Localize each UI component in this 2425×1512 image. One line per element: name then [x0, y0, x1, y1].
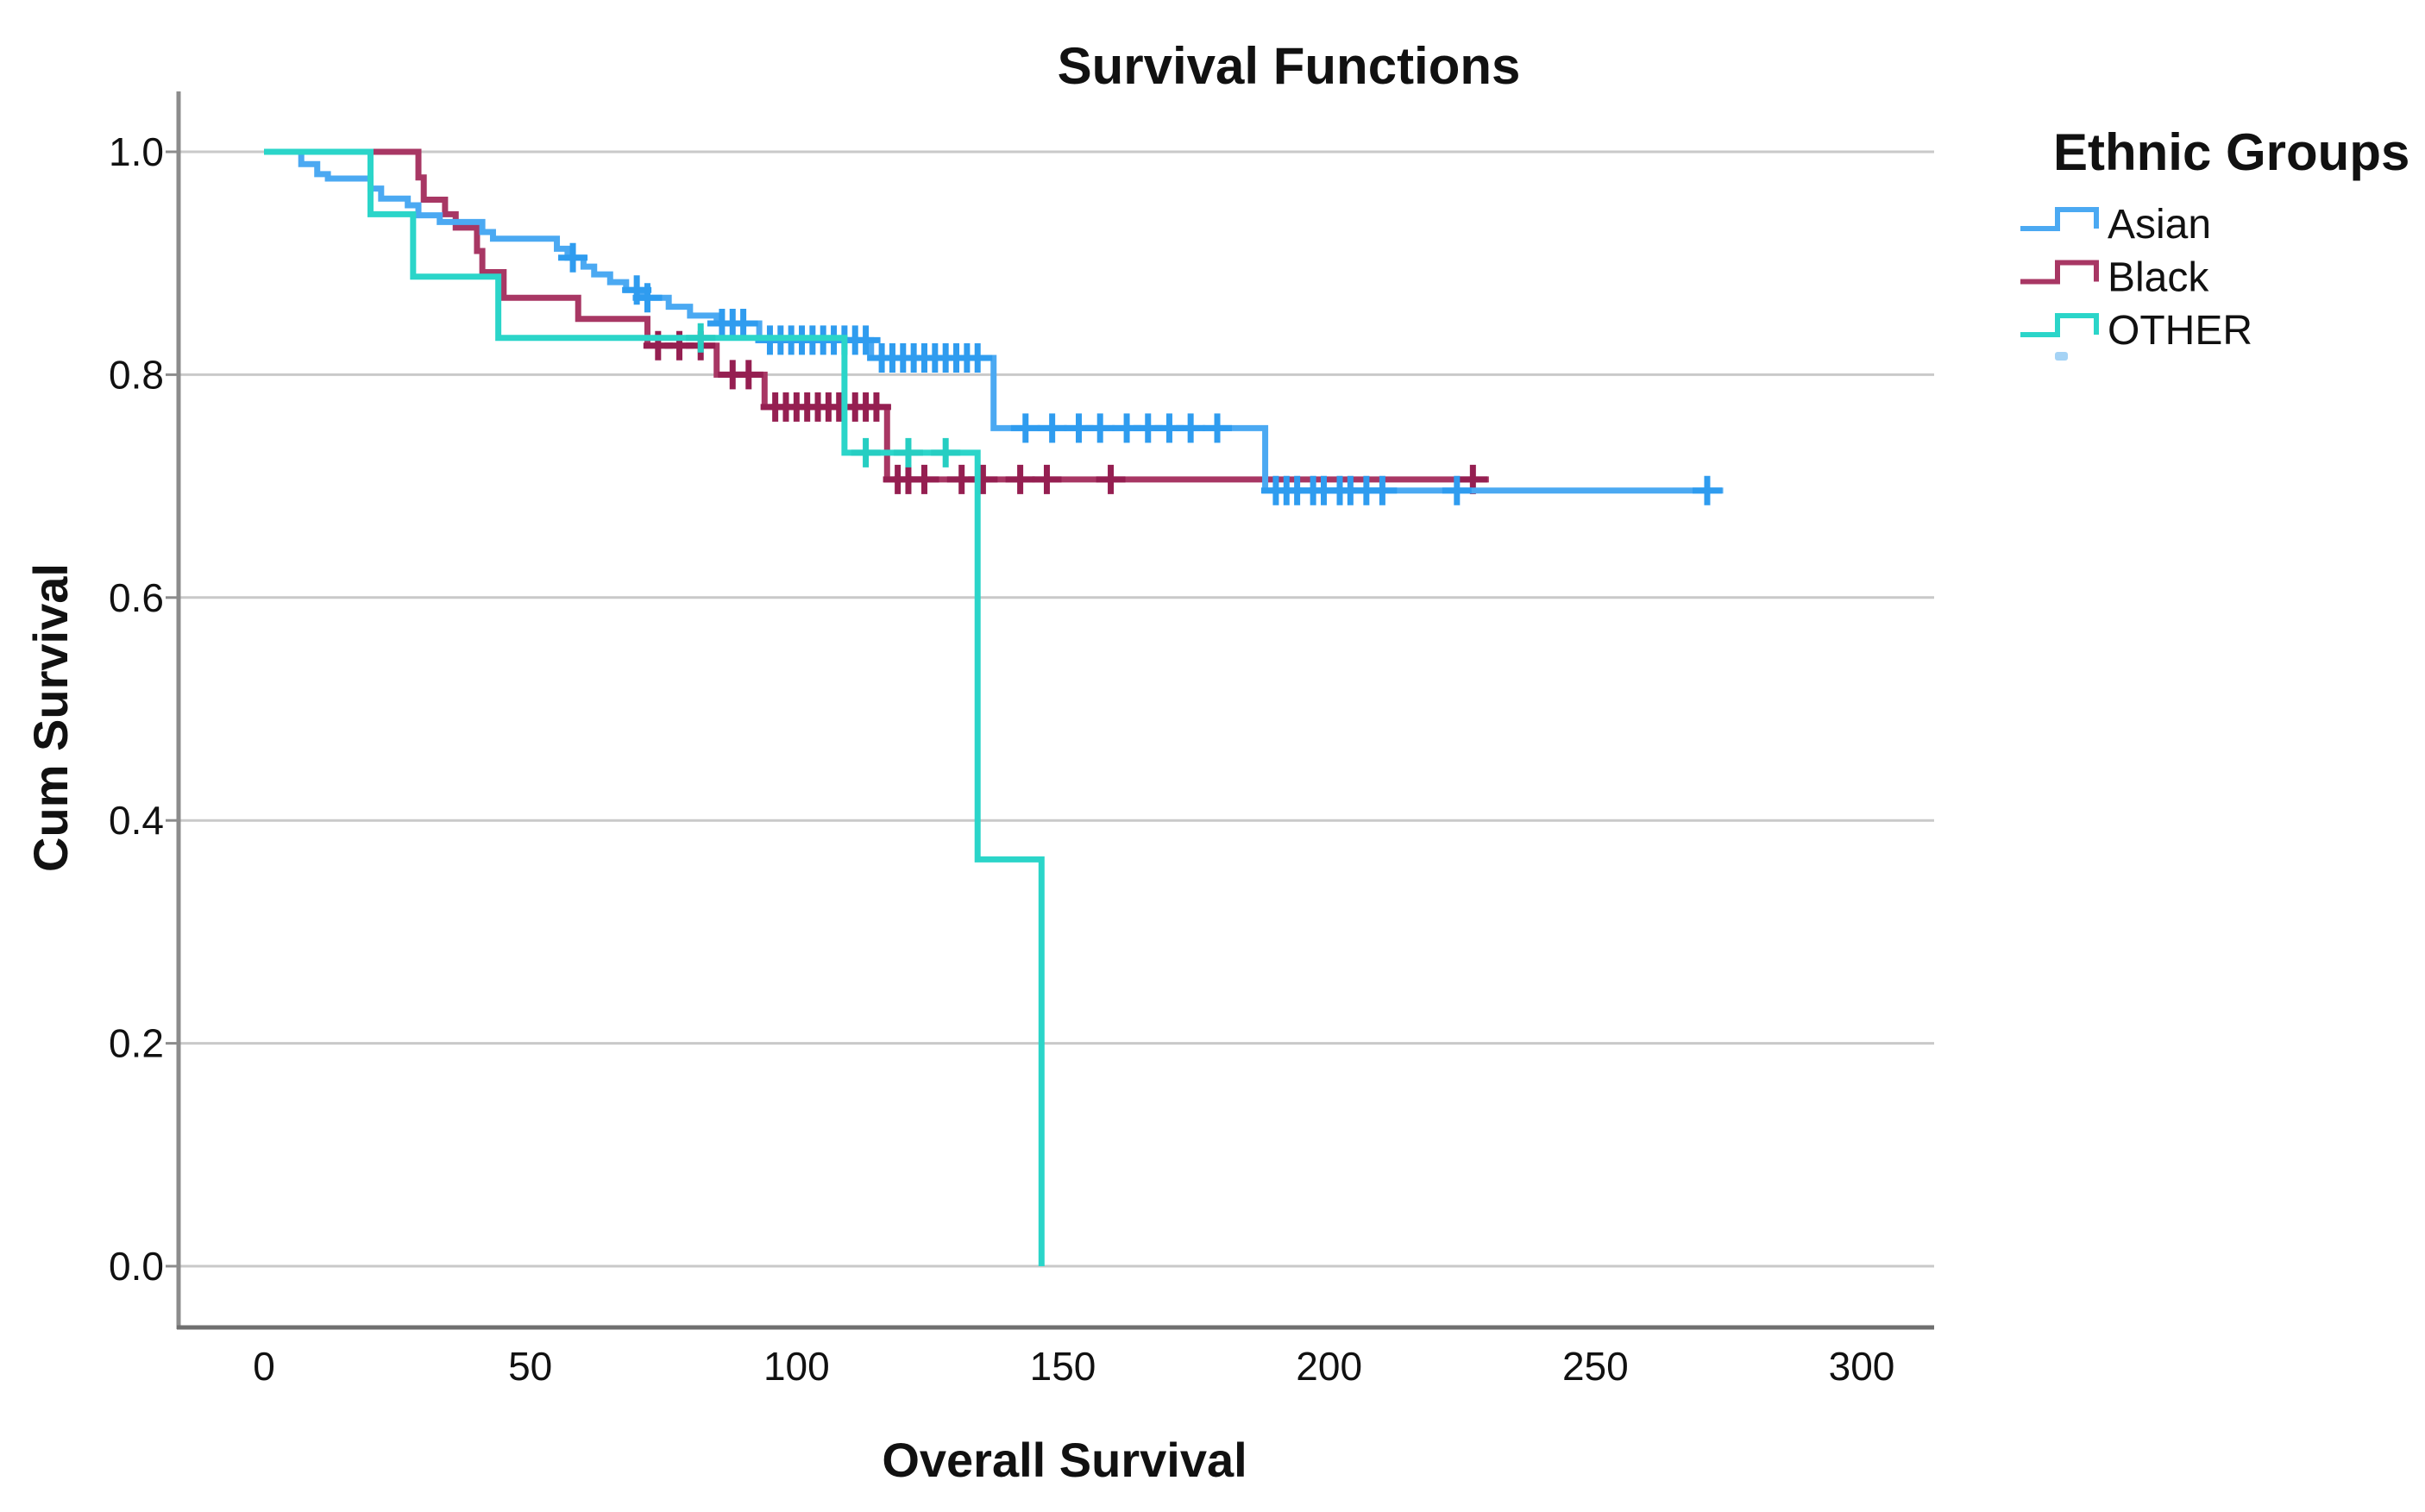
- legend-title: Ethnic Groups: [2053, 123, 2409, 181]
- censored-plus-mark: [1203, 413, 1233, 443]
- censored-plus-mark: [558, 242, 588, 273]
- censored-plus-mark: [1037, 413, 1067, 443]
- y-axis-title: Cum Survival: [23, 563, 78, 872]
- x-tick-label: 200: [1296, 1344, 1362, 1389]
- censored-plus-mark: [1442, 475, 1472, 505]
- censored-plus-mark: [851, 437, 881, 467]
- y-tick-label: 0.2: [109, 1021, 164, 1066]
- censored-plus-mark: [909, 464, 939, 494]
- censored-plus-mark: [632, 283, 663, 313]
- gridlines-group: [166, 150, 1934, 1268]
- y-tick-label: 0.4: [109, 798, 164, 843]
- legend-item-other: OTHER: [2020, 308, 2252, 354]
- censored-plus-mark: [963, 343, 993, 373]
- legend-censored-fragment-icon: [2055, 352, 2068, 361]
- x-axis-title: Overall Survival: [882, 1433, 1247, 1487]
- survival-curve-black: [264, 148, 1489, 494]
- series-curves-group: [264, 148, 1724, 1266]
- legend-item-label: OTHER: [2108, 308, 2252, 354]
- y-tick-label: 1.0: [109, 129, 164, 174]
- x-tick-label: 50: [508, 1344, 552, 1389]
- km-step-line: [264, 148, 1045, 1266]
- censored-plus-mark: [1096, 464, 1126, 494]
- legend-item-label: Asian: [2108, 202, 2211, 248]
- survival-curve-asian: [264, 148, 1724, 505]
- censored-plus-mark: [733, 360, 763, 390]
- survival-curve-other: [264, 148, 1045, 1266]
- censored-plus-mark: [968, 464, 998, 494]
- x-tick-label: 250: [1562, 1344, 1629, 1389]
- y-tick-label: 0.0: [109, 1244, 164, 1289]
- censored-plus-mark: [1005, 464, 1035, 494]
- legend-step-icon: [2020, 207, 2099, 231]
- axes-group: [176, 91, 1934, 1330]
- y-tick-label: 0.6: [109, 575, 164, 620]
- censored-plus-mark: [1032, 464, 1062, 494]
- censored-plus-mark: [686, 323, 716, 353]
- y-tick-label: 0.8: [109, 352, 164, 397]
- legend-items-group: Asian Black OTHER: [2020, 202, 2252, 354]
- chart-title: Survival Functions: [1058, 37, 1521, 95]
- x-tick-label: 0: [253, 1344, 275, 1389]
- censored-plus-mark: [861, 392, 891, 422]
- x-tick-label: 150: [1030, 1344, 1096, 1389]
- legend-step-icon: [2020, 260, 2099, 285]
- x-tick-label: 300: [1829, 1344, 1895, 1389]
- x-tick-label: 100: [763, 1344, 830, 1389]
- legend-item-label: Black: [2108, 255, 2209, 301]
- legend-step-icon: [2020, 313, 2099, 337]
- km-step-line: [264, 148, 1489, 483]
- censored-plus-mark: [1010, 413, 1040, 443]
- censored-plus-mark: [893, 437, 923, 467]
- censored-plus-mark: [728, 308, 758, 338]
- legend-item-black: Black: [2020, 255, 2209, 301]
- tick-labels-group: 1.0 0.8 0.6 0.4 0.2 0.0 0 50 100 150 200 250 300: [109, 129, 1894, 1389]
- censored-plus-mark: [1692, 475, 1722, 505]
- legend-item-asian: Asian: [2020, 202, 2211, 248]
- censored-plus-mark: [1176, 413, 1206, 443]
- km-step-line: [264, 148, 1724, 494]
- legend-group: Ethnic Groups Asian Black OTHER: [2020, 123, 2409, 361]
- censored-plus-mark: [1085, 413, 1115, 443]
- censored-plus-mark: [851, 325, 881, 355]
- censored-plus-mark: [1367, 475, 1398, 505]
- censored-plus-mark: [931, 437, 961, 467]
